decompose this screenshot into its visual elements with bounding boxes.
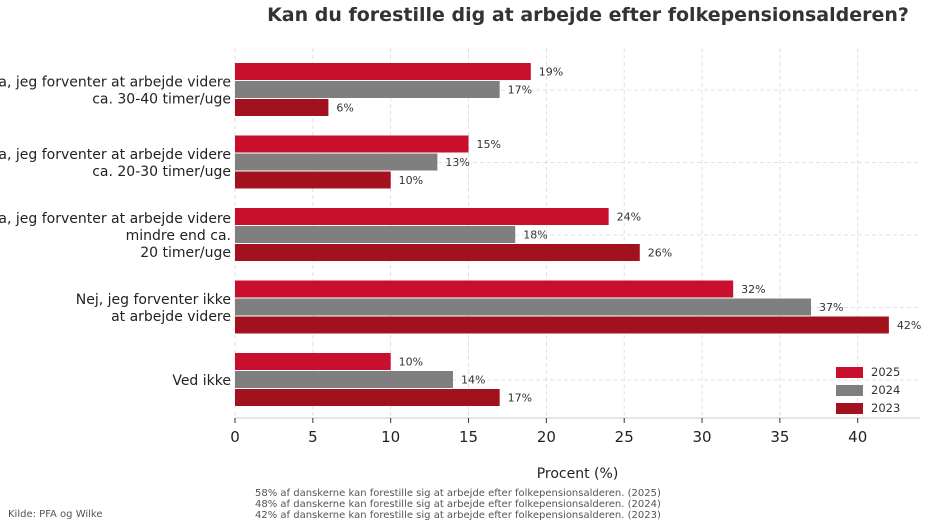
bar-2025 — [235, 208, 609, 225]
category-label: 20 timer/uge — [140, 245, 231, 261]
footnote-line: 42% af danskerne kan forestille sig at a… — [255, 510, 661, 521]
bar-2023 — [235, 244, 640, 261]
data-label: 10% — [399, 356, 423, 369]
data-label: 6% — [336, 102, 353, 115]
legend-label-2025: 2025 — [871, 365, 901, 379]
data-label: 14% — [461, 374, 485, 387]
bar-2025 — [235, 280, 734, 298]
bar-2023 — [235, 389, 500, 406]
data-label: 17% — [508, 392, 532, 405]
footnote-line: 48% af danskerne kan forestille sig at a… — [255, 499, 661, 510]
legend-label-2023: 2023 — [871, 401, 901, 415]
bar-2023 — [235, 99, 329, 116]
data-label: 37% — [819, 301, 843, 314]
legend-item-2024: 2024 — [836, 381, 900, 399]
bar-2025 — [235, 135, 469, 153]
bar-2025 — [235, 353, 391, 370]
legend-swatch-2025 — [836, 366, 863, 378]
footnotes: 58% af danskerne kan forestille sig at a… — [255, 488, 661, 521]
data-label: 32% — [741, 283, 765, 296]
data-label: 15% — [477, 138, 501, 151]
category-label: Nej, jeg forventer ikke — [76, 292, 231, 308]
category-label: Ved ikke — [172, 373, 231, 389]
bar-2023 — [235, 171, 391, 189]
bar-2023 — [235, 316, 889, 334]
footnote-line: 58% af danskerne kan forestille sig at a… — [255, 488, 661, 499]
bar-2025 — [235, 63, 531, 80]
bar-2024 — [235, 298, 812, 316]
x-tick-label: 40 — [848, 428, 867, 446]
legend-item-2025: 2025 — [836, 363, 900, 381]
bar-2024 — [235, 153, 438, 171]
source-note: Kilde: PFA og Wilke — [8, 509, 103, 520]
category-label: at arbejde videre — [111, 309, 231, 325]
legend-swatch-2024 — [836, 384, 863, 396]
category-label: ca. 20-30 timer/uge — [92, 164, 231, 180]
x-tick-label: 25 — [615, 428, 634, 446]
category-label: ca. 30-40 timer/uge — [92, 92, 231, 108]
category-label: Ja, jeg forventer at arbejde videre — [0, 147, 231, 163]
data-label: 42% — [897, 319, 921, 332]
legend-swatch-2023 — [836, 402, 863, 414]
chart-title: Kan du forestille dig at arbejde efter f… — [267, 4, 909, 26]
x-tick-label: 5 — [308, 428, 318, 446]
data-label: 13% — [445, 156, 469, 169]
legend: 2025 2024 2023 — [836, 363, 900, 417]
data-label: 18% — [523, 229, 547, 242]
bar-2024 — [235, 226, 516, 243]
category-label: Ja, jeg forventer at arbejde videre — [0, 211, 231, 227]
data-label: 19% — [539, 66, 563, 79]
x-tick-label: 30 — [692, 428, 711, 446]
legend-item-2023: 2023 — [836, 399, 900, 417]
x-axis-label: Procent (%) — [536, 466, 619, 482]
x-tick-label: 35 — [770, 428, 789, 446]
data-label: 24% — [617, 211, 641, 224]
x-tick-label: 10 — [381, 428, 400, 446]
legend-label-2024: 2024 — [871, 383, 901, 397]
category-label: Ja, jeg forventer at arbejde videre — [0, 75, 231, 91]
bar-2024 — [235, 371, 453, 388]
x-tick-label: 15 — [459, 428, 478, 446]
data-label: 10% — [399, 174, 423, 187]
x-tick-label: 20 — [537, 428, 556, 446]
x-tick-label: 0 — [230, 428, 240, 446]
bar-2024 — [235, 81, 500, 98]
category-label: mindre end ca. — [126, 228, 231, 244]
data-label: 26% — [648, 247, 672, 260]
data-label: 17% — [508, 84, 532, 97]
